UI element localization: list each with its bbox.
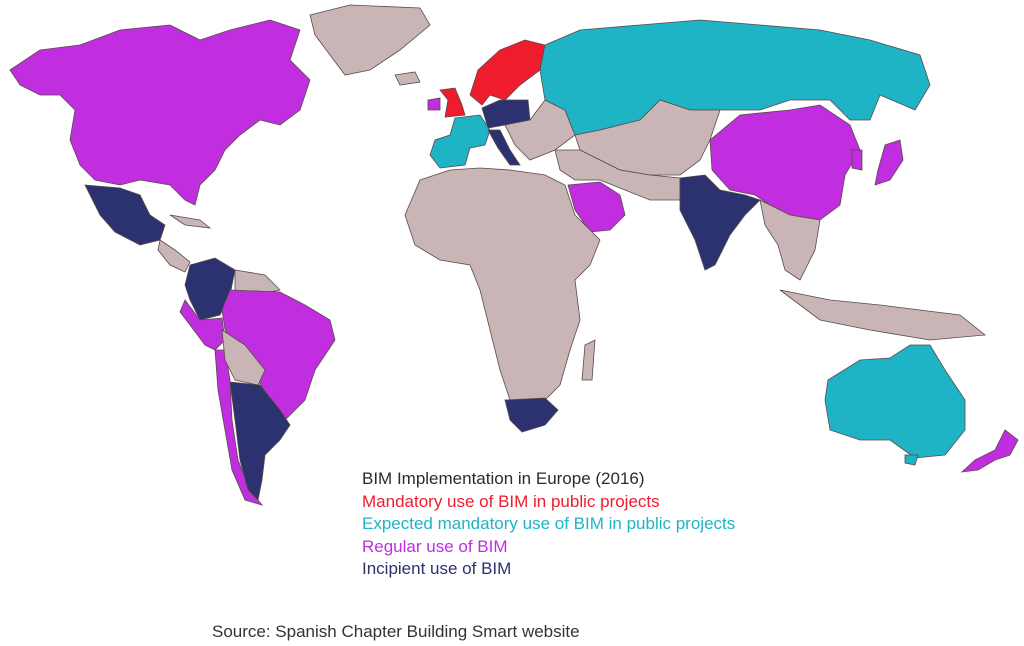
region-africa [404,167,601,401]
region-italy [487,129,521,166]
region-southeast-asia [759,199,821,281]
region-india [679,174,761,271]
region-iceland [394,71,421,86]
region-saudi-arabia [567,181,626,233]
region-indonesia [779,289,987,341]
region-madagascar [581,339,596,381]
region-mexico [84,184,166,246]
region-china [709,104,861,221]
region-russia [539,19,931,136]
region-ireland [427,97,441,111]
region-australia [824,344,966,459]
world-map [9,4,1019,506]
legend-title: BIM Implementation in Europe (2016) [362,469,645,488]
region-scandinavia [469,39,546,106]
region-new-zealand [960,429,1019,473]
region-korea [851,149,863,171]
region-north-america [9,19,311,206]
region-western-europe [429,114,491,169]
region-tasmania [904,454,919,466]
region-cuba [169,214,212,229]
region-japan [874,139,904,186]
legend-item-regular: Regular use of BIM [362,536,508,556]
legend-item-mandatory: Mandatory use of BIM in public projects [362,491,660,511]
region-greenland [309,4,431,76]
region-south-africa [504,397,559,433]
legend-item-expected-mandatory: Expected mandatory use of BIM in public … [362,514,736,533]
map-legend: BIM Implementation in Europe (2016) Mand… [362,468,735,581]
region-uk [439,87,466,118]
region-central-america [157,239,191,273]
region-argentina [229,381,291,501]
source-caption: Source: Spanish Chapter Building Smart w… [212,622,580,641]
region-colombia-venezuela [184,257,236,321]
legend-item-incipient: Incipient use of BIM [362,559,512,578]
